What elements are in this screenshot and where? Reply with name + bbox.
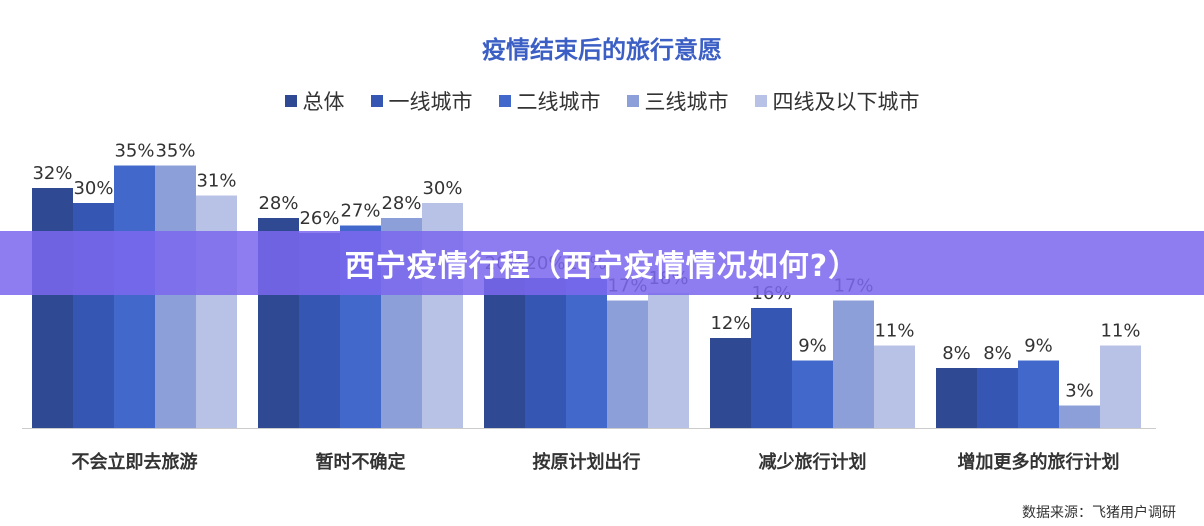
data-label: 28% — [258, 193, 298, 214]
bar — [977, 368, 1018, 428]
legend-swatch — [498, 95, 511, 107]
bar — [525, 278, 566, 428]
data-label: 9% — [798, 336, 827, 357]
category-label: 增加更多的旅行计划 — [958, 451, 1120, 473]
legend: 总体 一线城市 二线城市 三线城市 四线及以下城市 — [0, 86, 1204, 116]
legend-swatch — [370, 95, 383, 107]
bar — [1018, 360, 1059, 428]
data-label: 9% — [1024, 336, 1053, 357]
legend-label: 三线城市 — [644, 90, 729, 114]
category-label: 按原计划出行 — [533, 451, 641, 473]
legend-item: 二线城市 — [498, 86, 601, 116]
bar — [1100, 345, 1141, 428]
legend-item: 总体 — [284, 86, 345, 116]
bar — [566, 278, 607, 428]
legend-label: 一线城市 — [388, 90, 473, 114]
category-label: 减少旅行计划 — [759, 451, 867, 473]
category-label: 暂时不确定 — [316, 451, 406, 473]
data-label: 11% — [874, 321, 914, 342]
legend-label: 总体 — [302, 90, 345, 114]
data-label: 12% — [710, 313, 750, 334]
legend-swatch — [284, 95, 297, 107]
data-label: 3% — [1065, 381, 1094, 402]
bar — [874, 345, 915, 428]
bar — [792, 360, 833, 428]
bar — [114, 165, 155, 428]
overlay-banner: 西宁疫情行程（西宁疫情情况如何?） — [0, 231, 1204, 295]
data-label: 27% — [340, 201, 380, 222]
legend-label: 二线城市 — [516, 90, 601, 114]
bar — [833, 300, 874, 428]
legend-swatch — [626, 95, 639, 107]
legend-item: 一线城市 — [370, 86, 473, 116]
legend-swatch — [754, 95, 767, 107]
data-label: 30% — [73, 178, 113, 199]
legend-item: 三线城市 — [626, 86, 729, 116]
bar — [1059, 405, 1100, 428]
data-label: 8% — [983, 343, 1012, 364]
data-label: 8% — [942, 343, 971, 364]
data-label: 32% — [32, 163, 72, 184]
legend-item: 四线及以下城市 — [754, 86, 920, 116]
bar — [32, 188, 73, 428]
chart-title: 疫情结束后的旅行意愿 — [482, 36, 722, 64]
bar — [936, 368, 977, 428]
data-label: 28% — [381, 193, 421, 214]
bar — [710, 338, 751, 428]
data-label: 35% — [155, 141, 195, 162]
source-note: 数据来源：飞猪用户调研 — [1022, 505, 1176, 521]
bar — [155, 165, 196, 428]
bar — [751, 308, 792, 428]
data-label: 11% — [1100, 321, 1140, 342]
data-label: 31% — [196, 171, 236, 192]
data-label: 30% — [422, 178, 462, 199]
legend-label: 四线及以下城市 — [772, 90, 920, 114]
category-label: 不会立即去旅游 — [72, 451, 198, 473]
bar — [484, 278, 525, 428]
overlay-banner-text: 西宁疫情行程（西宁疫情情况如何?） — [344, 249, 860, 284]
bar — [648, 293, 689, 428]
data-label: 26% — [299, 208, 339, 229]
data-label: 35% — [114, 141, 154, 162]
bar — [607, 300, 648, 428]
